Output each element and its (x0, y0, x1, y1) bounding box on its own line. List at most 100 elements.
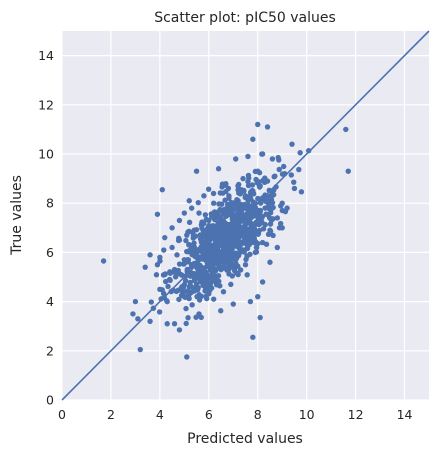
scatter-point (211, 253, 218, 259)
scatter-point (266, 187, 272, 194)
scatter-point (250, 190, 257, 196)
scatter-point (234, 201, 241, 208)
scatter-point (217, 190, 224, 196)
scatter-point (209, 231, 215, 237)
data-points (100, 121, 351, 360)
scatter-point (224, 248, 230, 255)
scatter-point (208, 211, 214, 217)
scatter-point (245, 153, 251, 160)
scatter-point (244, 272, 250, 278)
scatter-point (270, 232, 276, 239)
scatter-point (203, 216, 210, 223)
y-axis-label: True values (9, 175, 25, 256)
scatter-point (234, 197, 240, 203)
scatter-point (260, 226, 267, 232)
scatter-point (267, 228, 274, 234)
scatter-point (159, 287, 165, 293)
scatter-point (251, 225, 257, 231)
scatter-point (203, 263, 210, 270)
scatter-point (220, 263, 227, 270)
scatter-point (233, 227, 240, 234)
scatter-point (250, 136, 256, 142)
scatter-point (242, 205, 249, 211)
y-tick-label: 2 (46, 343, 54, 358)
scatter-point (251, 231, 257, 238)
scatter-point (247, 298, 254, 305)
scatter-point (297, 150, 303, 156)
scatter-point (215, 166, 222, 172)
scatter-point (197, 245, 204, 251)
scatter-point (255, 195, 261, 202)
scatter-point (243, 193, 249, 200)
scatter-point (193, 275, 200, 281)
scatter-point (165, 283, 171, 290)
scatter-point (190, 233, 197, 239)
scatter-point (267, 259, 273, 265)
scatter-point (214, 245, 220, 252)
scatter-point (228, 281, 234, 288)
gridlines (61, 31, 429, 401)
scatter-point (167, 277, 173, 284)
scatter-point (163, 297, 170, 304)
scatter-point (218, 258, 225, 264)
scatter-point (183, 320, 189, 327)
scatter-point (205, 225, 211, 231)
scatter-point (245, 172, 252, 179)
scatter-point (236, 181, 242, 188)
scatter-point (244, 243, 251, 250)
scatter-point (245, 178, 251, 185)
scatter-point (130, 311, 136, 317)
scatter-point (153, 272, 160, 278)
scatter-point (171, 321, 178, 327)
scatter-point (193, 314, 199, 320)
scatter-point (234, 223, 240, 229)
scatter-point (262, 194, 269, 200)
scatter-point (218, 308, 224, 314)
scatter-point (224, 207, 231, 213)
scatter-point (176, 327, 183, 333)
scatter-point (100, 258, 107, 264)
x-tick-label: 4 (156, 407, 164, 422)
y-tick-label: 6 (46, 245, 54, 260)
scatter-point (158, 296, 164, 302)
scatter-point (206, 235, 212, 241)
scatter-point (193, 226, 200, 233)
scatter-point (298, 189, 305, 195)
scatter-point (163, 278, 169, 285)
scatter-point (225, 212, 231, 218)
y-tick-label: 8 (46, 196, 54, 211)
scatter-point (137, 346, 143, 353)
scatter-point (219, 184, 225, 190)
scatter-point (203, 293, 209, 299)
scatter-point (262, 221, 268, 228)
scatter-point (233, 260, 239, 266)
scatter-point (195, 199, 201, 206)
scatter-point (229, 236, 236, 242)
scatter-point (259, 214, 266, 220)
scatter-point (210, 296, 217, 302)
scatter-point (248, 196, 254, 202)
scatter-point (247, 240, 254, 246)
scatter-point (183, 305, 189, 312)
scatter-point (209, 270, 216, 277)
scatter-point (189, 251, 195, 258)
scatter-point (282, 208, 289, 215)
scatter-point (252, 168, 259, 175)
scatter-point (222, 239, 228, 246)
scatter-point (176, 217, 183, 224)
scatter-point (176, 296, 182, 303)
scatter-point (186, 228, 192, 235)
scatter-point (206, 248, 212, 254)
scatter-point (157, 258, 163, 264)
scatter-point (256, 209, 263, 216)
scatter-point (197, 232, 204, 238)
scatter-point (230, 301, 236, 307)
scatter-point (148, 299, 154, 305)
scatter-point (270, 204, 276, 211)
scatter-point (269, 156, 276, 162)
scatter-point (207, 275, 214, 281)
scatter-point (186, 219, 193, 226)
scatter-point (236, 250, 242, 256)
scatter-point (276, 166, 282, 173)
scatter-point (239, 225, 246, 232)
